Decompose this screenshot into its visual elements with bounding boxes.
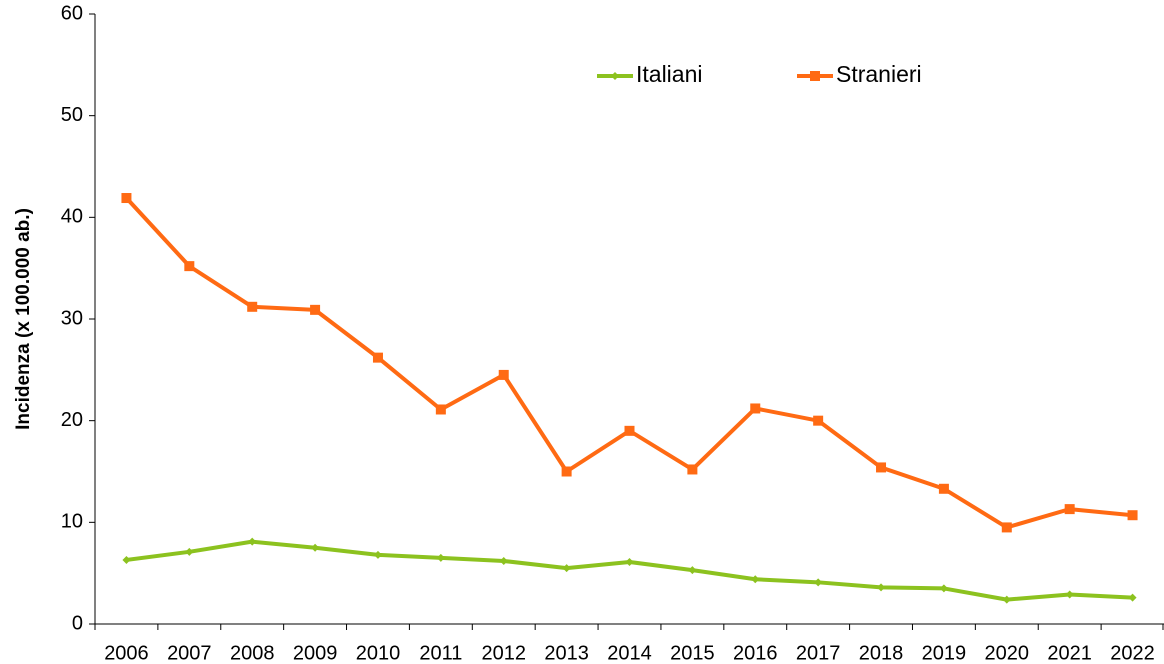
- legend-marker: [611, 72, 619, 80]
- data-point: [938, 483, 949, 494]
- data-point: [561, 466, 572, 477]
- data-point: [185, 547, 194, 556]
- data-point: [1002, 595, 1011, 604]
- data-point: [498, 369, 509, 380]
- legend-marker: [810, 71, 820, 81]
- x-tick-label: 2007: [167, 642, 212, 664]
- data-point: [372, 352, 383, 363]
- y-tick-label: 0: [72, 612, 83, 634]
- x-tick-label: 2008: [230, 642, 275, 664]
- legend-label: Stranieri: [836, 61, 922, 87]
- x-tick-label: 2018: [859, 642, 904, 664]
- data-point: [750, 403, 761, 414]
- x-tick-label: 2013: [544, 642, 589, 664]
- x-tick-label: 2014: [607, 642, 652, 664]
- data-point: [1128, 593, 1137, 602]
- data-point: [688, 566, 697, 575]
- data-point: [373, 550, 382, 559]
- data-point: [184, 261, 195, 272]
- data-point: [687, 464, 698, 475]
- data-point: [435, 404, 446, 415]
- data-point: [122, 555, 131, 564]
- data-point: [877, 583, 886, 592]
- data-point: [310, 304, 321, 315]
- series-line: [126, 539, 1133, 602]
- data-point: [248, 537, 257, 546]
- data-point: [625, 557, 634, 566]
- y-tick-label: 20: [61, 409, 83, 431]
- x-tick-label: 2006: [104, 642, 149, 664]
- data-point: [751, 575, 760, 584]
- data-point: [247, 301, 258, 312]
- data-point: [1065, 590, 1074, 599]
- data-point: [562, 564, 571, 573]
- data-point: [624, 425, 635, 436]
- data-point: [814, 578, 823, 587]
- data-point: [1064, 504, 1075, 515]
- y-tick-label: 30: [61, 307, 83, 329]
- x-tick-label: 2011: [419, 642, 462, 664]
- x-tick-label: 2021: [1047, 642, 1092, 664]
- data-point: [121, 193, 132, 204]
- data-point: [813, 415, 824, 426]
- y-tick-label: 10: [61, 511, 83, 533]
- x-tick-label: 2019: [922, 642, 967, 664]
- data-point: [1001, 522, 1012, 533]
- y-tick-label: 50: [61, 104, 83, 126]
- x-tick-label: 2016: [733, 642, 778, 664]
- data-point: [939, 584, 948, 593]
- y-tick-label: 60: [61, 2, 83, 24]
- legend-label: Italiani: [636, 61, 702, 87]
- data-point: [311, 543, 320, 552]
- x-tick-label: 2009: [293, 642, 338, 664]
- data-point: [436, 553, 445, 562]
- x-tick-label: 2020: [985, 642, 1030, 664]
- x-tick-label: 2012: [481, 642, 526, 664]
- y-axis-label: Incidenza (x 100.000 ab.): [13, 208, 34, 430]
- data-point: [499, 556, 508, 565]
- y-tick-label: 40: [61, 206, 83, 228]
- x-tick-label: 2015: [670, 642, 715, 664]
- data-point: [1127, 510, 1138, 521]
- series-line: [124, 196, 1133, 530]
- x-tick-label: 2010: [356, 642, 401, 664]
- x-tick-label: 2017: [796, 642, 841, 664]
- data-point: [876, 462, 887, 473]
- x-tick-label: 2022: [1110, 642, 1155, 664]
